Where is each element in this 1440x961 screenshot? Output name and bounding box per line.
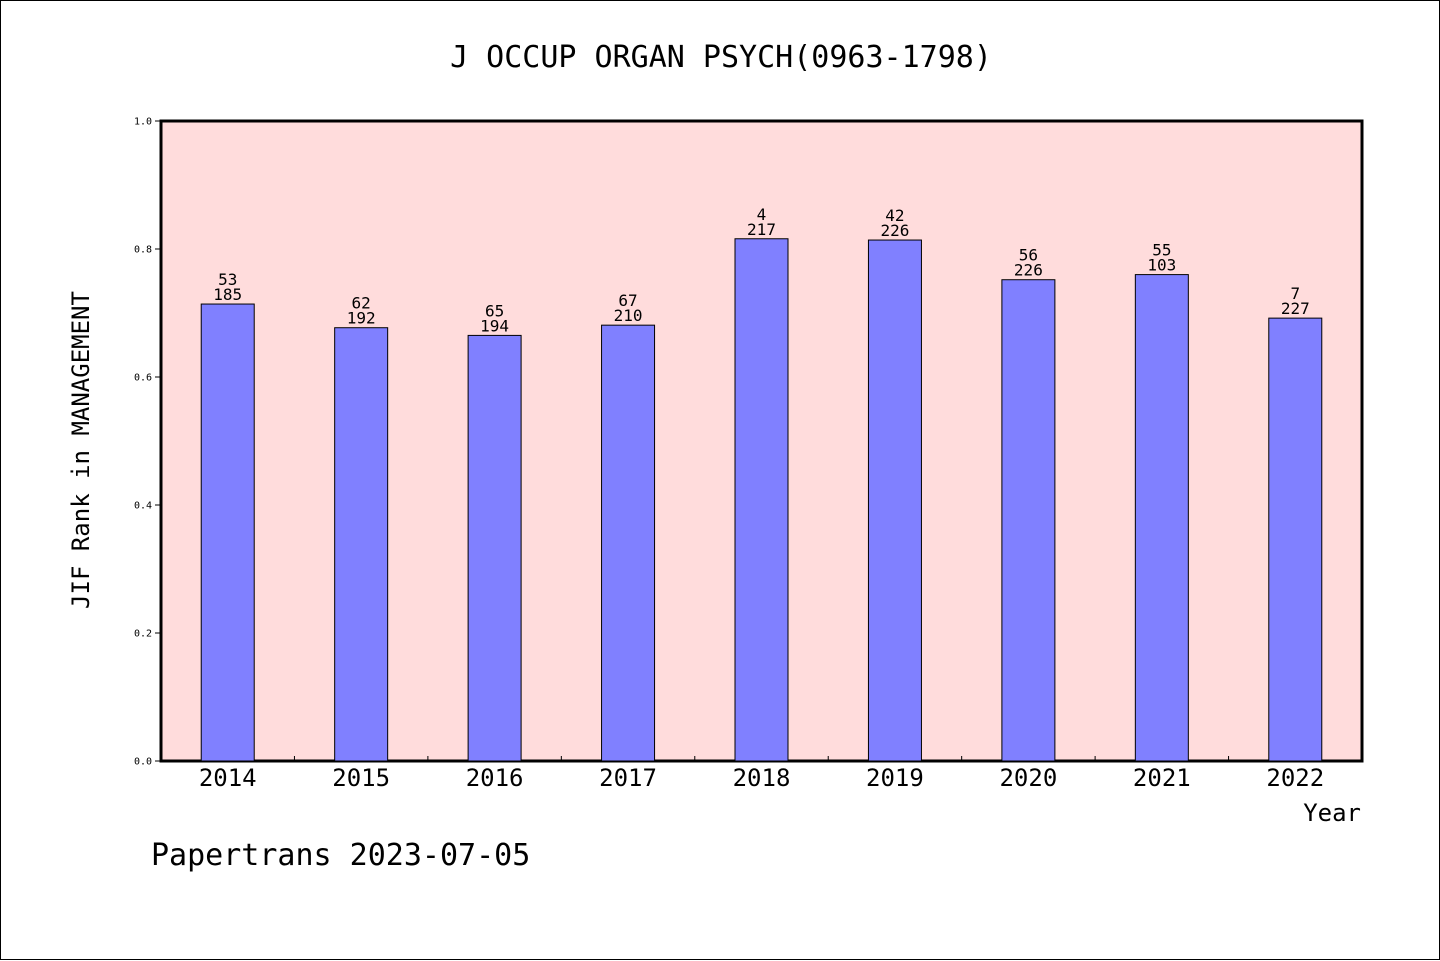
bar-total-label: 103 — [1147, 256, 1176, 275]
bar-total-label: 226 — [880, 221, 909, 240]
bar-2021 — [1134, 274, 1189, 762]
footer-text: Papertrans 2023-07-05 — [151, 838, 530, 873]
bar-2016 — [467, 334, 522, 762]
y-axis-label: JIF Rank in MANAGEMENT — [67, 291, 95, 609]
axis-ticks: 2014 2015 2016 2017 2018 2019 2020 2021 2022 0.0 0… — [134, 117, 1324, 793]
bar-total-label: 227 — [1281, 299, 1310, 318]
bar-2015 — [334, 327, 389, 762]
x-tick-label: 2022 — [1266, 764, 1324, 792]
bar-total-label: 217 — [747, 220, 776, 239]
bar-rank-label: 4 — [757, 205, 767, 224]
bar-rank-label: 56 — [1019, 246, 1038, 265]
bar-rank-label: 53 — [218, 270, 237, 289]
bar-2019 — [867, 239, 922, 762]
x-tick-label: 2021 — [1133, 764, 1191, 792]
bar-2020 — [1001, 279, 1056, 762]
bar-rank-label: 65 — [485, 301, 504, 320]
y-tick-label: 0.8 — [134, 245, 152, 256]
bar-total-label: 226 — [1014, 261, 1043, 280]
bar-rank-label: 67 — [618, 291, 637, 310]
x-tick-label: 2014 — [199, 764, 257, 792]
bar-2017 — [601, 324, 656, 762]
bar-total-label: 192 — [347, 309, 376, 328]
x-tick-label: 2015 — [332, 764, 390, 792]
bar-rank-label: 62 — [352, 294, 371, 313]
y-tick-label: 0.0 — [134, 757, 152, 768]
y-tick-label: 1.0 — [134, 117, 152, 128]
x-tick-label: 2020 — [999, 764, 1057, 792]
bar-2014 — [200, 303, 255, 762]
chart-title: J OCCUP ORGAN PSYCH(0963-1798) — [450, 40, 992, 75]
x-tick-label: 2016 — [466, 764, 524, 792]
bar-rank-label: 42 — [885, 206, 904, 225]
bar-rank-label: 55 — [1152, 241, 1171, 260]
x-tick-label: 2019 — [866, 764, 924, 792]
x-tick-label: 2017 — [599, 764, 657, 792]
bar-2018 — [734, 238, 789, 762]
y-tick-label: 0.4 — [134, 501, 152, 512]
bar-rank-label: 7 — [1290, 284, 1300, 303]
bar-total-label: 185 — [213, 285, 242, 304]
y-tick-label: 0.2 — [134, 629, 152, 640]
x-axis-label: Year — [1303, 799, 1361, 827]
bar-total-label: 194 — [480, 316, 509, 335]
y-tick-label: 0.6 — [134, 373, 152, 384]
bar-total-label: 210 — [614, 306, 643, 325]
x-tick-label: 2018 — [733, 764, 791, 792]
bar-2022 — [1268, 317, 1323, 762]
